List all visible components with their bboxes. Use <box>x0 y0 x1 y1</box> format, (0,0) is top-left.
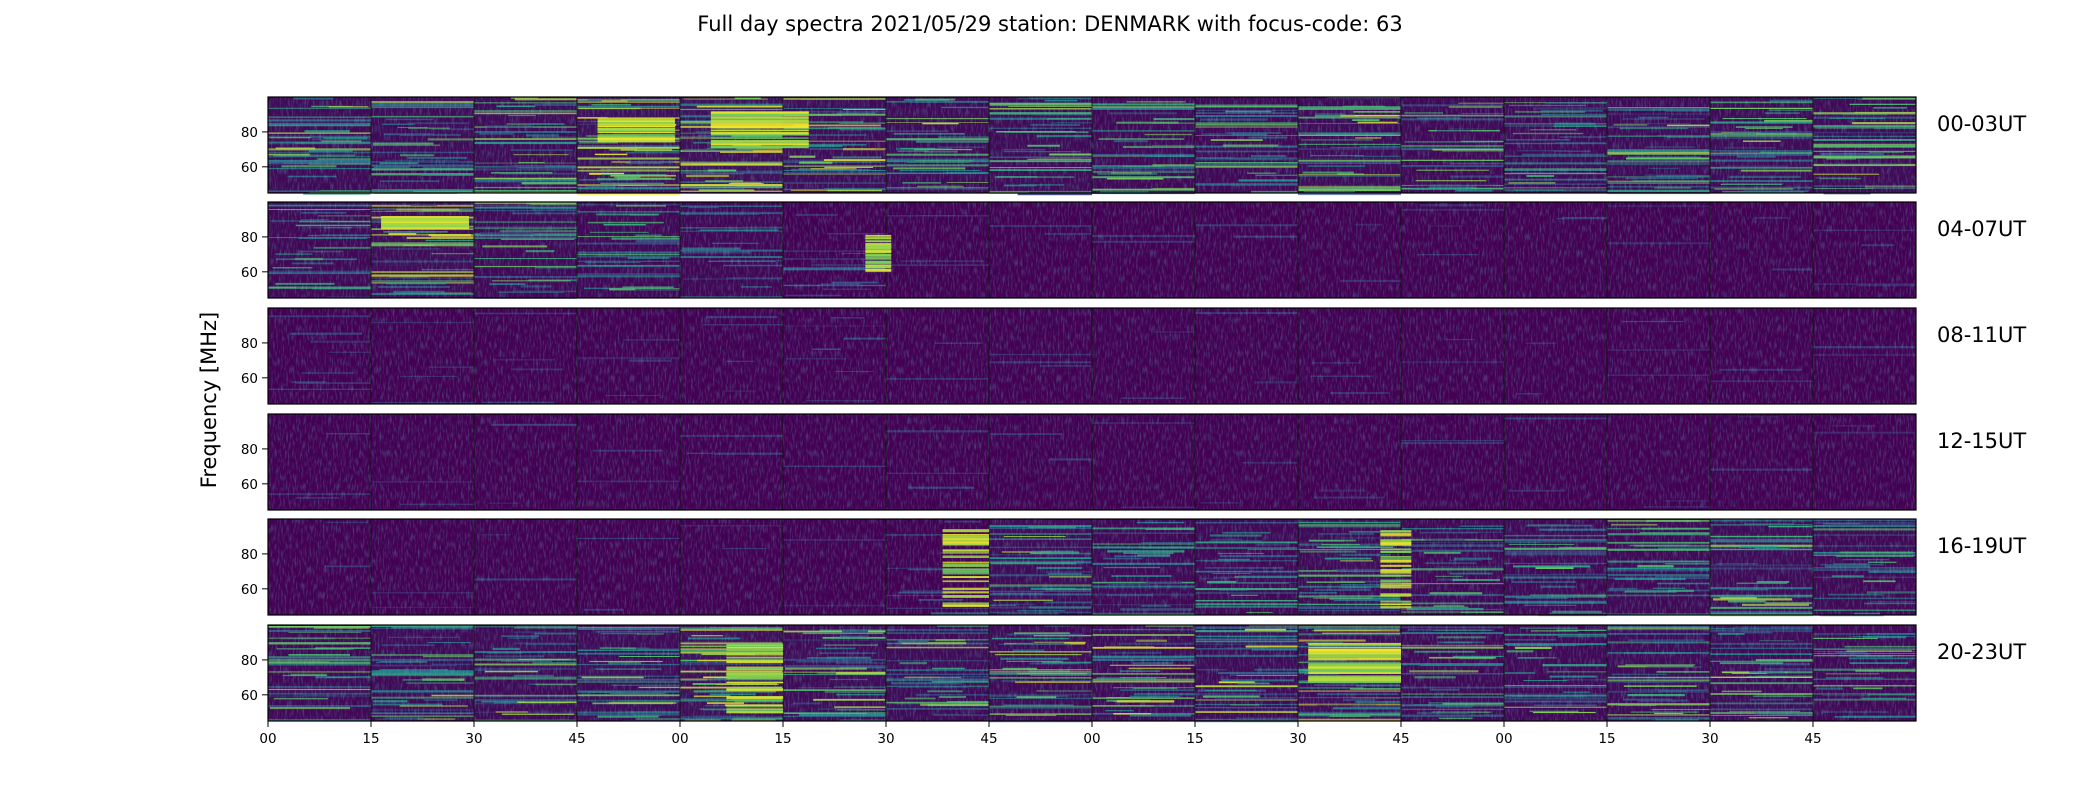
y-tick-label: 60 <box>241 688 258 704</box>
y-tick-label: 60 <box>241 477 258 493</box>
x-tick-label: 15 <box>1598 731 1615 747</box>
row-time-label: 08-11UT <box>1937 323 2026 347</box>
x-tick-label: 15 <box>774 731 791 747</box>
row-frame <box>267 307 1917 405</box>
x-tick-label: 45 <box>1804 731 1821 747</box>
y-tick-label: 80 <box>241 336 258 352</box>
x-tick-label: 00 <box>1495 731 1512 747</box>
row-time-label: 20-23UT <box>1937 640 2026 664</box>
rfi-burst <box>865 234 892 273</box>
row-frame <box>267 518 1917 616</box>
x-tick-label: 00 <box>671 731 688 747</box>
spectra-rows: 80 60 00-03UT 80 60 04-07UT 80 60 08-11UT 80 60 12-… <box>241 96 2026 723</box>
x-tick-label: 15 <box>1186 731 1203 747</box>
rfi-burst <box>381 216 469 230</box>
y-axis-label: Frequency [MHz] <box>197 312 221 488</box>
y-tick-label: 80 <box>241 547 258 563</box>
row-frame <box>267 413 1917 511</box>
x-tick-label: 30 <box>1701 731 1718 747</box>
x-tick-label: 00 <box>1083 731 1100 747</box>
x-axis: 00 15 30 45 00 15 30 45 00 15 30 45 00 15 30 45 <box>259 721 1822 747</box>
spectra-row: 80 60 00-03UT <box>241 96 2026 196</box>
y-tick-label: 80 <box>241 230 258 246</box>
y-tick-label: 60 <box>241 582 258 598</box>
spectra-row: 80 60 20-23UT <box>241 624 2026 723</box>
x-tick-label: 30 <box>465 731 482 747</box>
spectra-row: 80 60 16-19UT <box>241 518 2026 617</box>
rfi-burst <box>726 643 784 714</box>
row-time-label: 00-03UT <box>1937 112 2026 136</box>
spectra-row: 80 60 12-15UT <box>241 413 2026 511</box>
x-tick-label: 15 <box>362 731 379 747</box>
row-time-label: 16-19UT <box>1937 534 2026 558</box>
spectra-row: 80 60 04-07UT <box>241 201 2026 299</box>
spectra-row: 80 60 08-11UT <box>241 307 2026 405</box>
row-frame <box>267 201 1917 299</box>
x-tick-label: 30 <box>1289 731 1306 747</box>
y-tick-label: 80 <box>241 442 258 458</box>
x-tick-label: 00 <box>259 731 276 747</box>
rfi-burst <box>710 111 809 149</box>
chart-title: Full day spectra 2021/05/29 station: DEN… <box>697 12 1402 36</box>
row-frame <box>267 96 1917 194</box>
y-tick-label: 60 <box>241 265 258 281</box>
x-tick-label: 45 <box>568 731 585 747</box>
x-tick-label: 30 <box>877 731 894 747</box>
x-tick-label: 45 <box>1392 731 1409 747</box>
rfi-burst <box>1308 642 1401 683</box>
rfi-burst <box>942 529 989 607</box>
rfi-burst <box>597 118 675 143</box>
y-tick-label: 80 <box>241 125 258 141</box>
y-tick-label: 60 <box>241 160 258 176</box>
row-time-label: 04-07UT <box>1937 217 2026 241</box>
x-tick-label: 45 <box>980 731 997 747</box>
row-time-label: 12-15UT <box>1937 429 2026 453</box>
y-tick-label: 80 <box>241 653 258 669</box>
rfi-burst <box>1380 530 1412 609</box>
y-tick-label: 60 <box>241 371 258 387</box>
